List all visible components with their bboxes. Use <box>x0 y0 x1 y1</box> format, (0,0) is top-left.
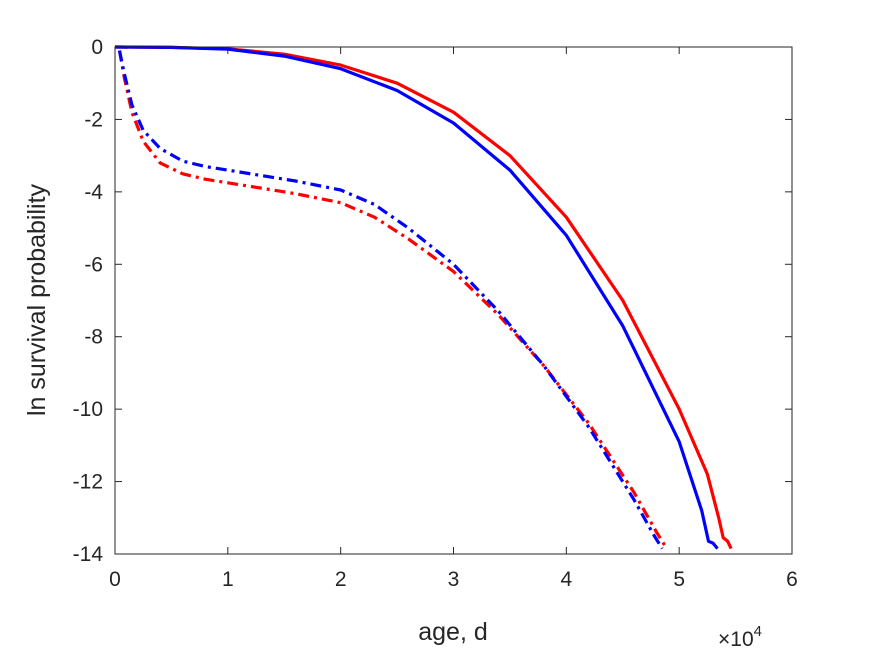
x-tick-label: 3 <box>448 568 460 591</box>
y-tick-label: -8 <box>84 326 103 349</box>
y-tick-label: -10 <box>73 398 103 421</box>
x-tick-label: 0 <box>109 568 121 591</box>
x-multiplier-exponent: 4 <box>754 623 762 640</box>
x-axis-label: age, d <box>418 618 488 646</box>
series-layer <box>114 45 733 550</box>
x-tick-label: 2 <box>335 568 347 591</box>
y-tick-label: -2 <box>84 108 103 131</box>
y-tick-label: 0 <box>91 36 103 59</box>
y-axis-label: ln survival probability <box>23 183 51 416</box>
y-tick-label: -6 <box>84 253 103 276</box>
series-line-2-solid <box>114 45 719 550</box>
x-tick-label: 4 <box>560 568 572 591</box>
x-tick-label: 5 <box>673 568 685 591</box>
series-line-3-dashdot <box>117 50 669 550</box>
x-tick-label: 1 <box>222 568 234 591</box>
ticks-layer: 0 1 2 3 4 5 6 0 -2 -4 -6 -8 -10 -12 -14 <box>73 36 798 591</box>
plot-area <box>115 47 792 554</box>
y-tick-label: -14 <box>73 543 104 566</box>
x-multiplier-label: ×104 <box>718 623 762 651</box>
series-line-4-dashdot <box>117 50 664 550</box>
x-tick-label: 6 <box>786 568 798 591</box>
y-tick-label: -4 <box>84 181 103 204</box>
x-multiplier-base: ×10 <box>718 628 754 651</box>
y-tick-label: -12 <box>73 471 103 494</box>
